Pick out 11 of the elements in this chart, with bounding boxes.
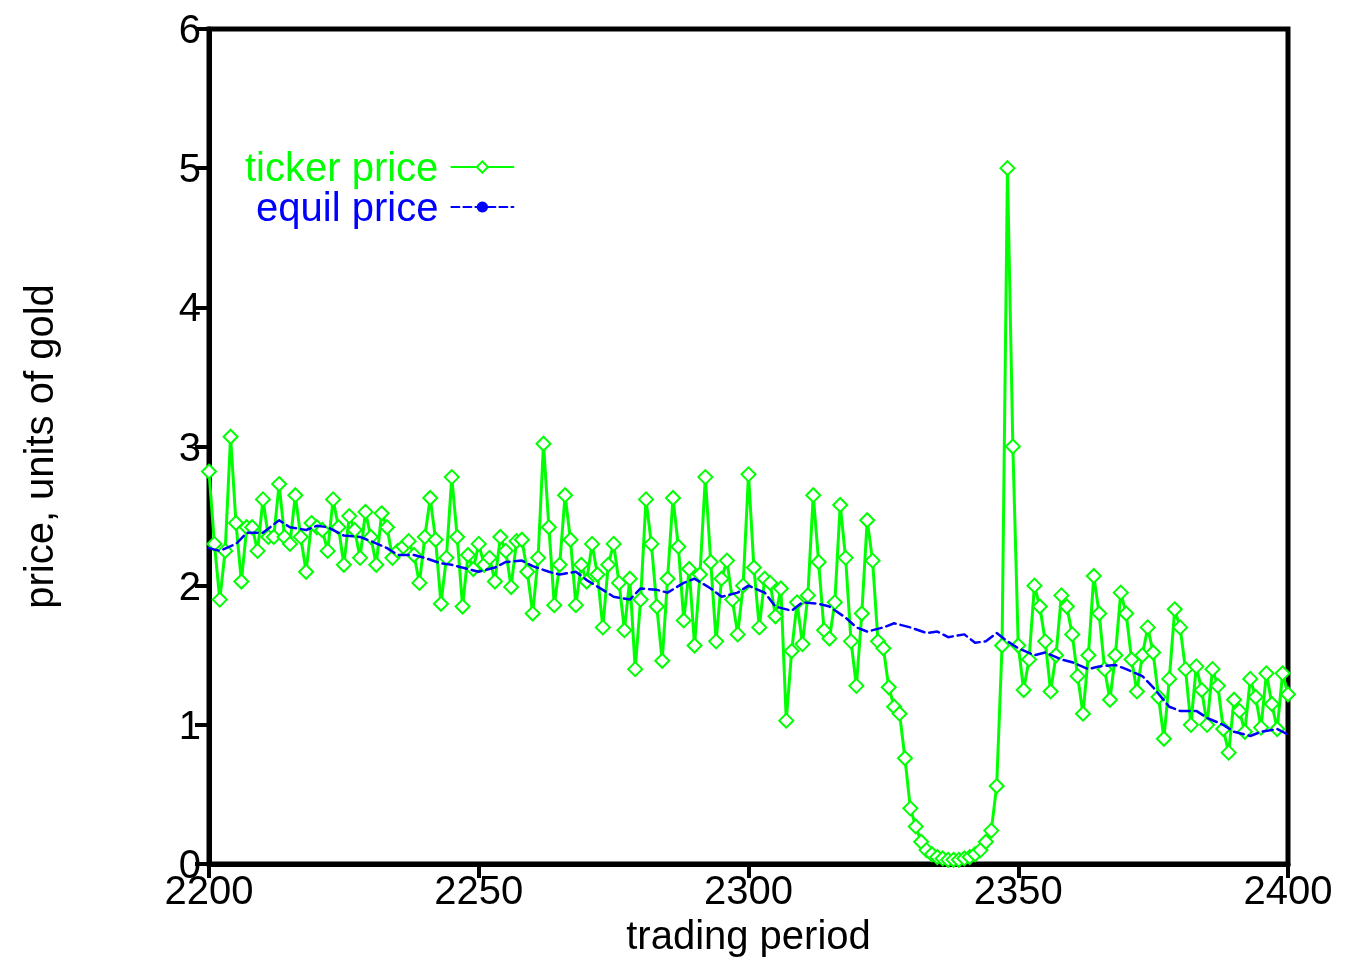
x-axis-title: trading period xyxy=(626,912,871,957)
x-tick-label: 2300 xyxy=(704,868,793,912)
x-tick-label: 2250 xyxy=(434,868,524,912)
y-axis-title: price, units of gold xyxy=(17,284,61,609)
y-tick-label: 3 xyxy=(178,424,201,469)
y-tick-label: 2 xyxy=(178,563,201,608)
legend-label: ticker price xyxy=(244,145,439,189)
x-tick-label: 2350 xyxy=(973,868,1063,912)
x-tick-label: 2400 xyxy=(1243,868,1333,912)
y-tick-label: 4 xyxy=(178,285,201,330)
y-tick-label: 1 xyxy=(178,702,201,747)
